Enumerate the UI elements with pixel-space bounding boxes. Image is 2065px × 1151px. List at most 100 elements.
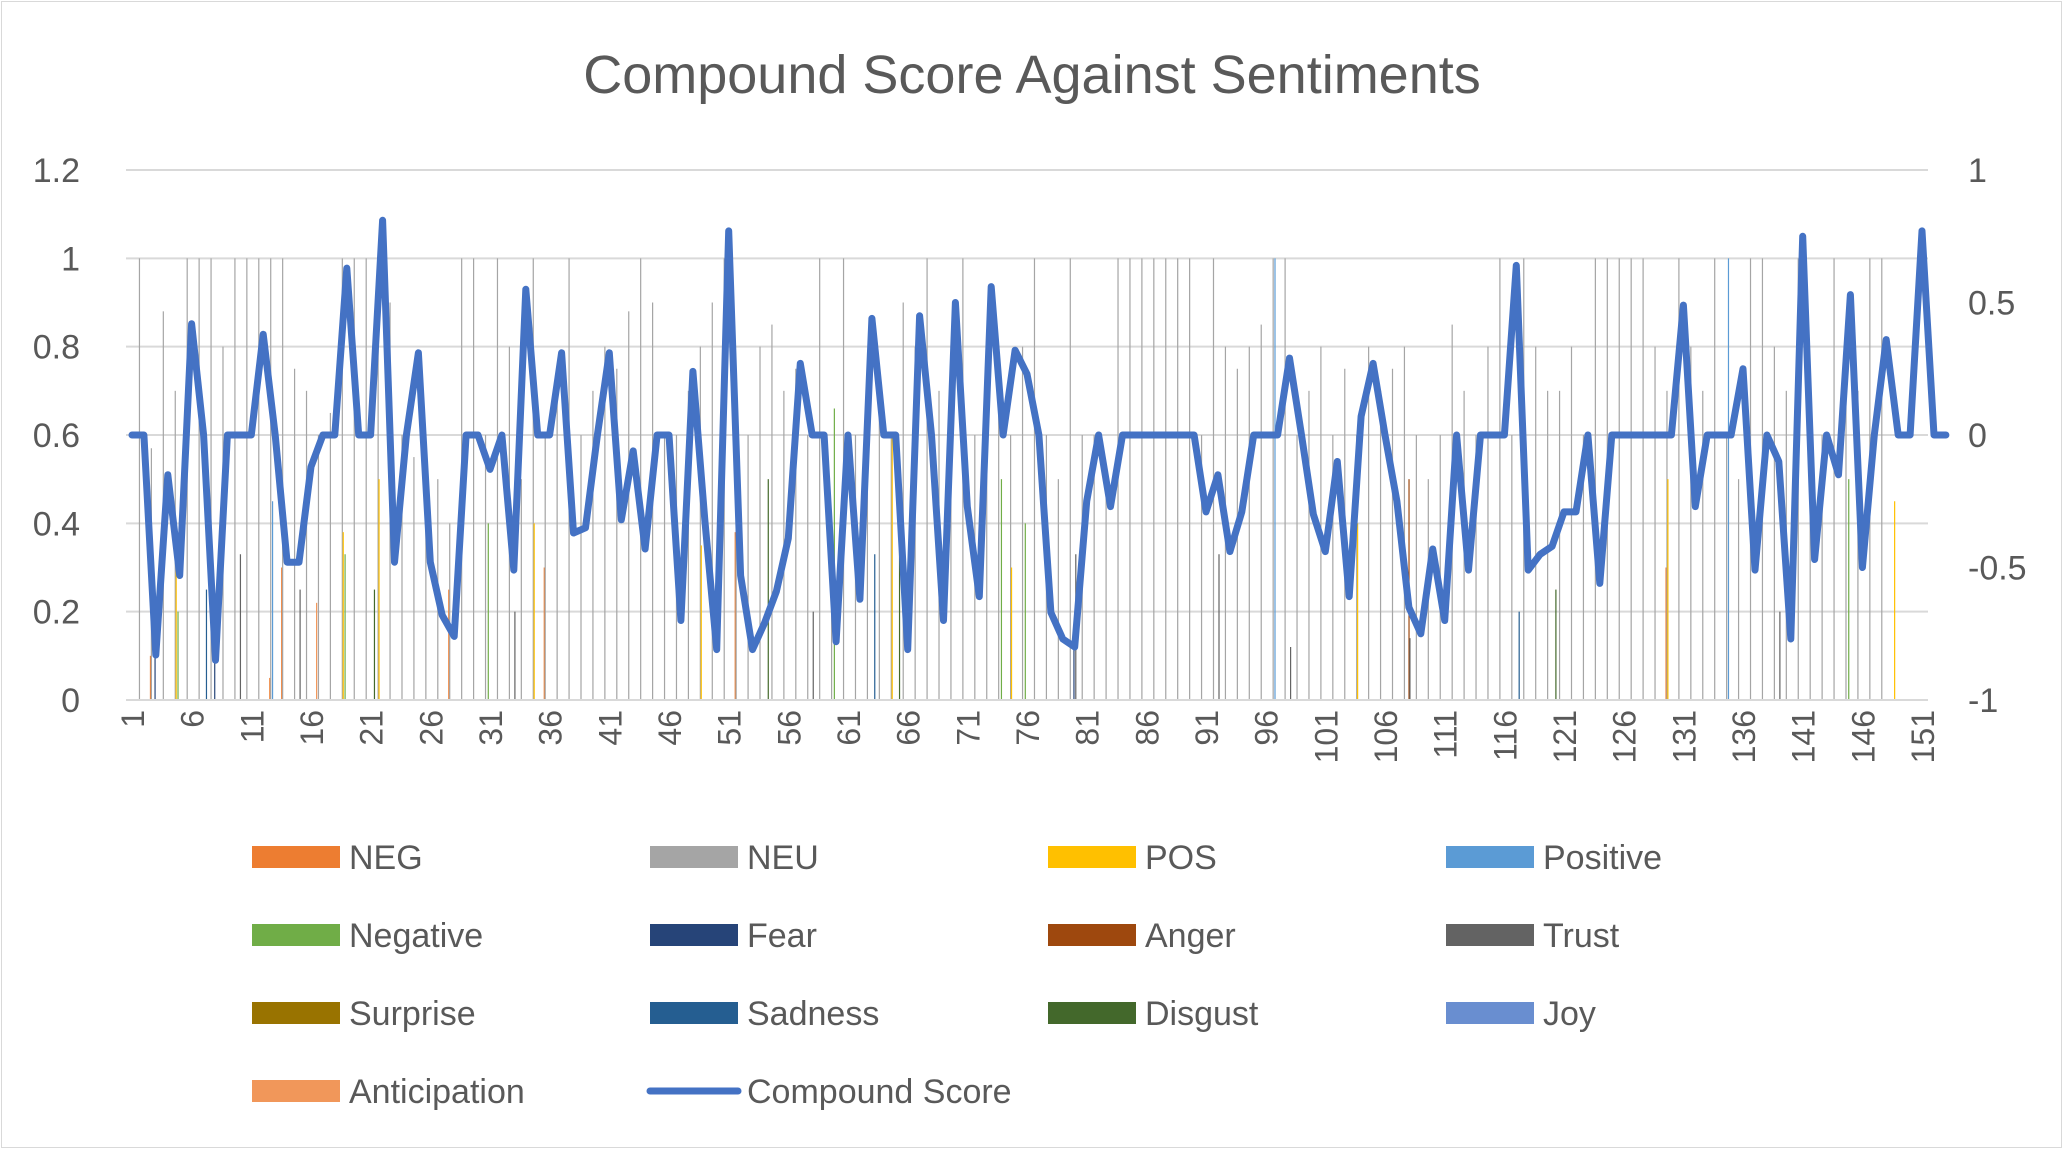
bar-pos [175, 567, 177, 700]
bar-disgust [767, 479, 769, 700]
bar-neu [1320, 346, 1322, 700]
bar-neu [1511, 435, 1513, 700]
compound-score-line-group [128, 216, 1950, 664]
y-tick-label: 1 [61, 240, 80, 278]
bar-fear [1073, 647, 1075, 700]
bar-neu [1093, 435, 1095, 700]
y2-tick-label: 0.5 [1968, 285, 2015, 323]
legend-swatch-neu [650, 846, 738, 868]
bar-neu [1332, 435, 1334, 700]
legend-swatch-anger [1048, 924, 1136, 946]
y-tick-label: 0.6 [33, 417, 80, 455]
bar-neu [520, 479, 522, 700]
bar-trust [1409, 638, 1411, 700]
bar-neu [305, 390, 308, 700]
bar-fear [154, 655, 156, 700]
bar-neu [449, 523, 451, 700]
x-tick-label: 61 [831, 710, 867, 746]
bar-neu [1690, 346, 1692, 700]
legend-label-anger: Anger [1145, 917, 1236, 955]
legend-swatch-anticipation [252, 1080, 340, 1102]
bar-neu [1379, 390, 1382, 700]
bar-neu [890, 435, 892, 700]
bar-neu [270, 258, 272, 700]
compound-score-line [128, 216, 1950, 664]
bar-neu [484, 435, 487, 700]
legend-label-compound-score: Compound Score [747, 1073, 1012, 1111]
bar-neu [1248, 346, 1250, 700]
bar-trust [299, 589, 301, 700]
bar-neu [472, 258, 475, 700]
bar-neu [926, 258, 928, 700]
legend-label-fear: Fear [747, 917, 817, 955]
x-tick-label: 11 [234, 710, 270, 743]
bar-neu [210, 258, 212, 700]
bar-positive [1727, 258, 1730, 700]
bar-neu [1200, 435, 1203, 700]
bar-neu [1368, 346, 1370, 700]
x-tick-label: 111 [1428, 710, 1464, 759]
bar-neu [747, 435, 749, 700]
y-axis-primary: 0 0.2 0.4 0.6 0.8 1 1.2 [33, 152, 80, 720]
legend-swatch-trust [1446, 924, 1534, 946]
bar-neu [1487, 346, 1489, 700]
x-tick-label: 151 [1905, 710, 1941, 763]
x-tick-label: 116 [1487, 710, 1523, 761]
x-tick-label: 31 [473, 710, 509, 746]
bar-neu [1535, 346, 1537, 700]
bar-negative [1024, 523, 1026, 700]
bar-neu [986, 346, 988, 700]
bar-neu [293, 368, 296, 700]
x-tick-label: 71 [950, 710, 986, 746]
x-tick-label: 141 [1786, 710, 1822, 763]
y-tick-label: 0.8 [33, 329, 80, 367]
bar-neu [1475, 435, 1477, 700]
bar-neu [1356, 435, 1358, 700]
bar-neu [1021, 346, 1024, 700]
x-tick-label: 81 [1070, 710, 1106, 746]
bar-trust [514, 611, 516, 700]
bar-neu [1499, 258, 1501, 700]
bar-neu [1666, 390, 1668, 700]
legend-swatch-surprise [252, 1002, 340, 1024]
bar-neu [1678, 258, 1680, 700]
bar-pos [1010, 567, 1013, 700]
bar-neu [616, 368, 618, 700]
y-tick-label: 0.2 [33, 594, 80, 632]
x-tick-label: 121 [1547, 710, 1583, 763]
legend-swatch-negative [252, 924, 340, 946]
bar-neu [1403, 346, 1406, 700]
bar-neu [1618, 258, 1620, 700]
bar-negative [177, 611, 179, 700]
x-tick-label: 56 [771, 710, 807, 746]
bar-neu [1272, 258, 1274, 700]
bar-neu [1439, 435, 1441, 700]
bar-neu [1642, 258, 1644, 700]
bar-neu [556, 390, 558, 700]
bar-pos [1667, 479, 1669, 700]
bar-neu [496, 258, 499, 700]
bar-neu [1582, 435, 1585, 700]
bar-neu [198, 258, 200, 700]
y-tick-label: 0 [61, 682, 80, 720]
bar-neu [544, 435, 546, 700]
bar-neu [1773, 346, 1775, 700]
x-tick-label: 86 [1129, 710, 1165, 746]
bar-neu [377, 258, 379, 700]
bar-neu [1165, 258, 1167, 700]
x-tick-label: 51 [712, 710, 748, 746]
bar-neg [269, 677, 271, 700]
bar-neu [1033, 258, 1036, 700]
y-tick-label: 0.4 [33, 505, 80, 543]
x-tick-label: 96 [1249, 710, 1285, 746]
bar-neu [353, 258, 355, 700]
bar-pos [1894, 501, 1896, 700]
bar-pos [533, 523, 535, 700]
bar-neu [1833, 258, 1835, 700]
bar-neu [1630, 258, 1632, 700]
x-tick-label: 26 [413, 710, 449, 746]
bar-pos [891, 435, 893, 700]
bar-neu [902, 302, 904, 700]
